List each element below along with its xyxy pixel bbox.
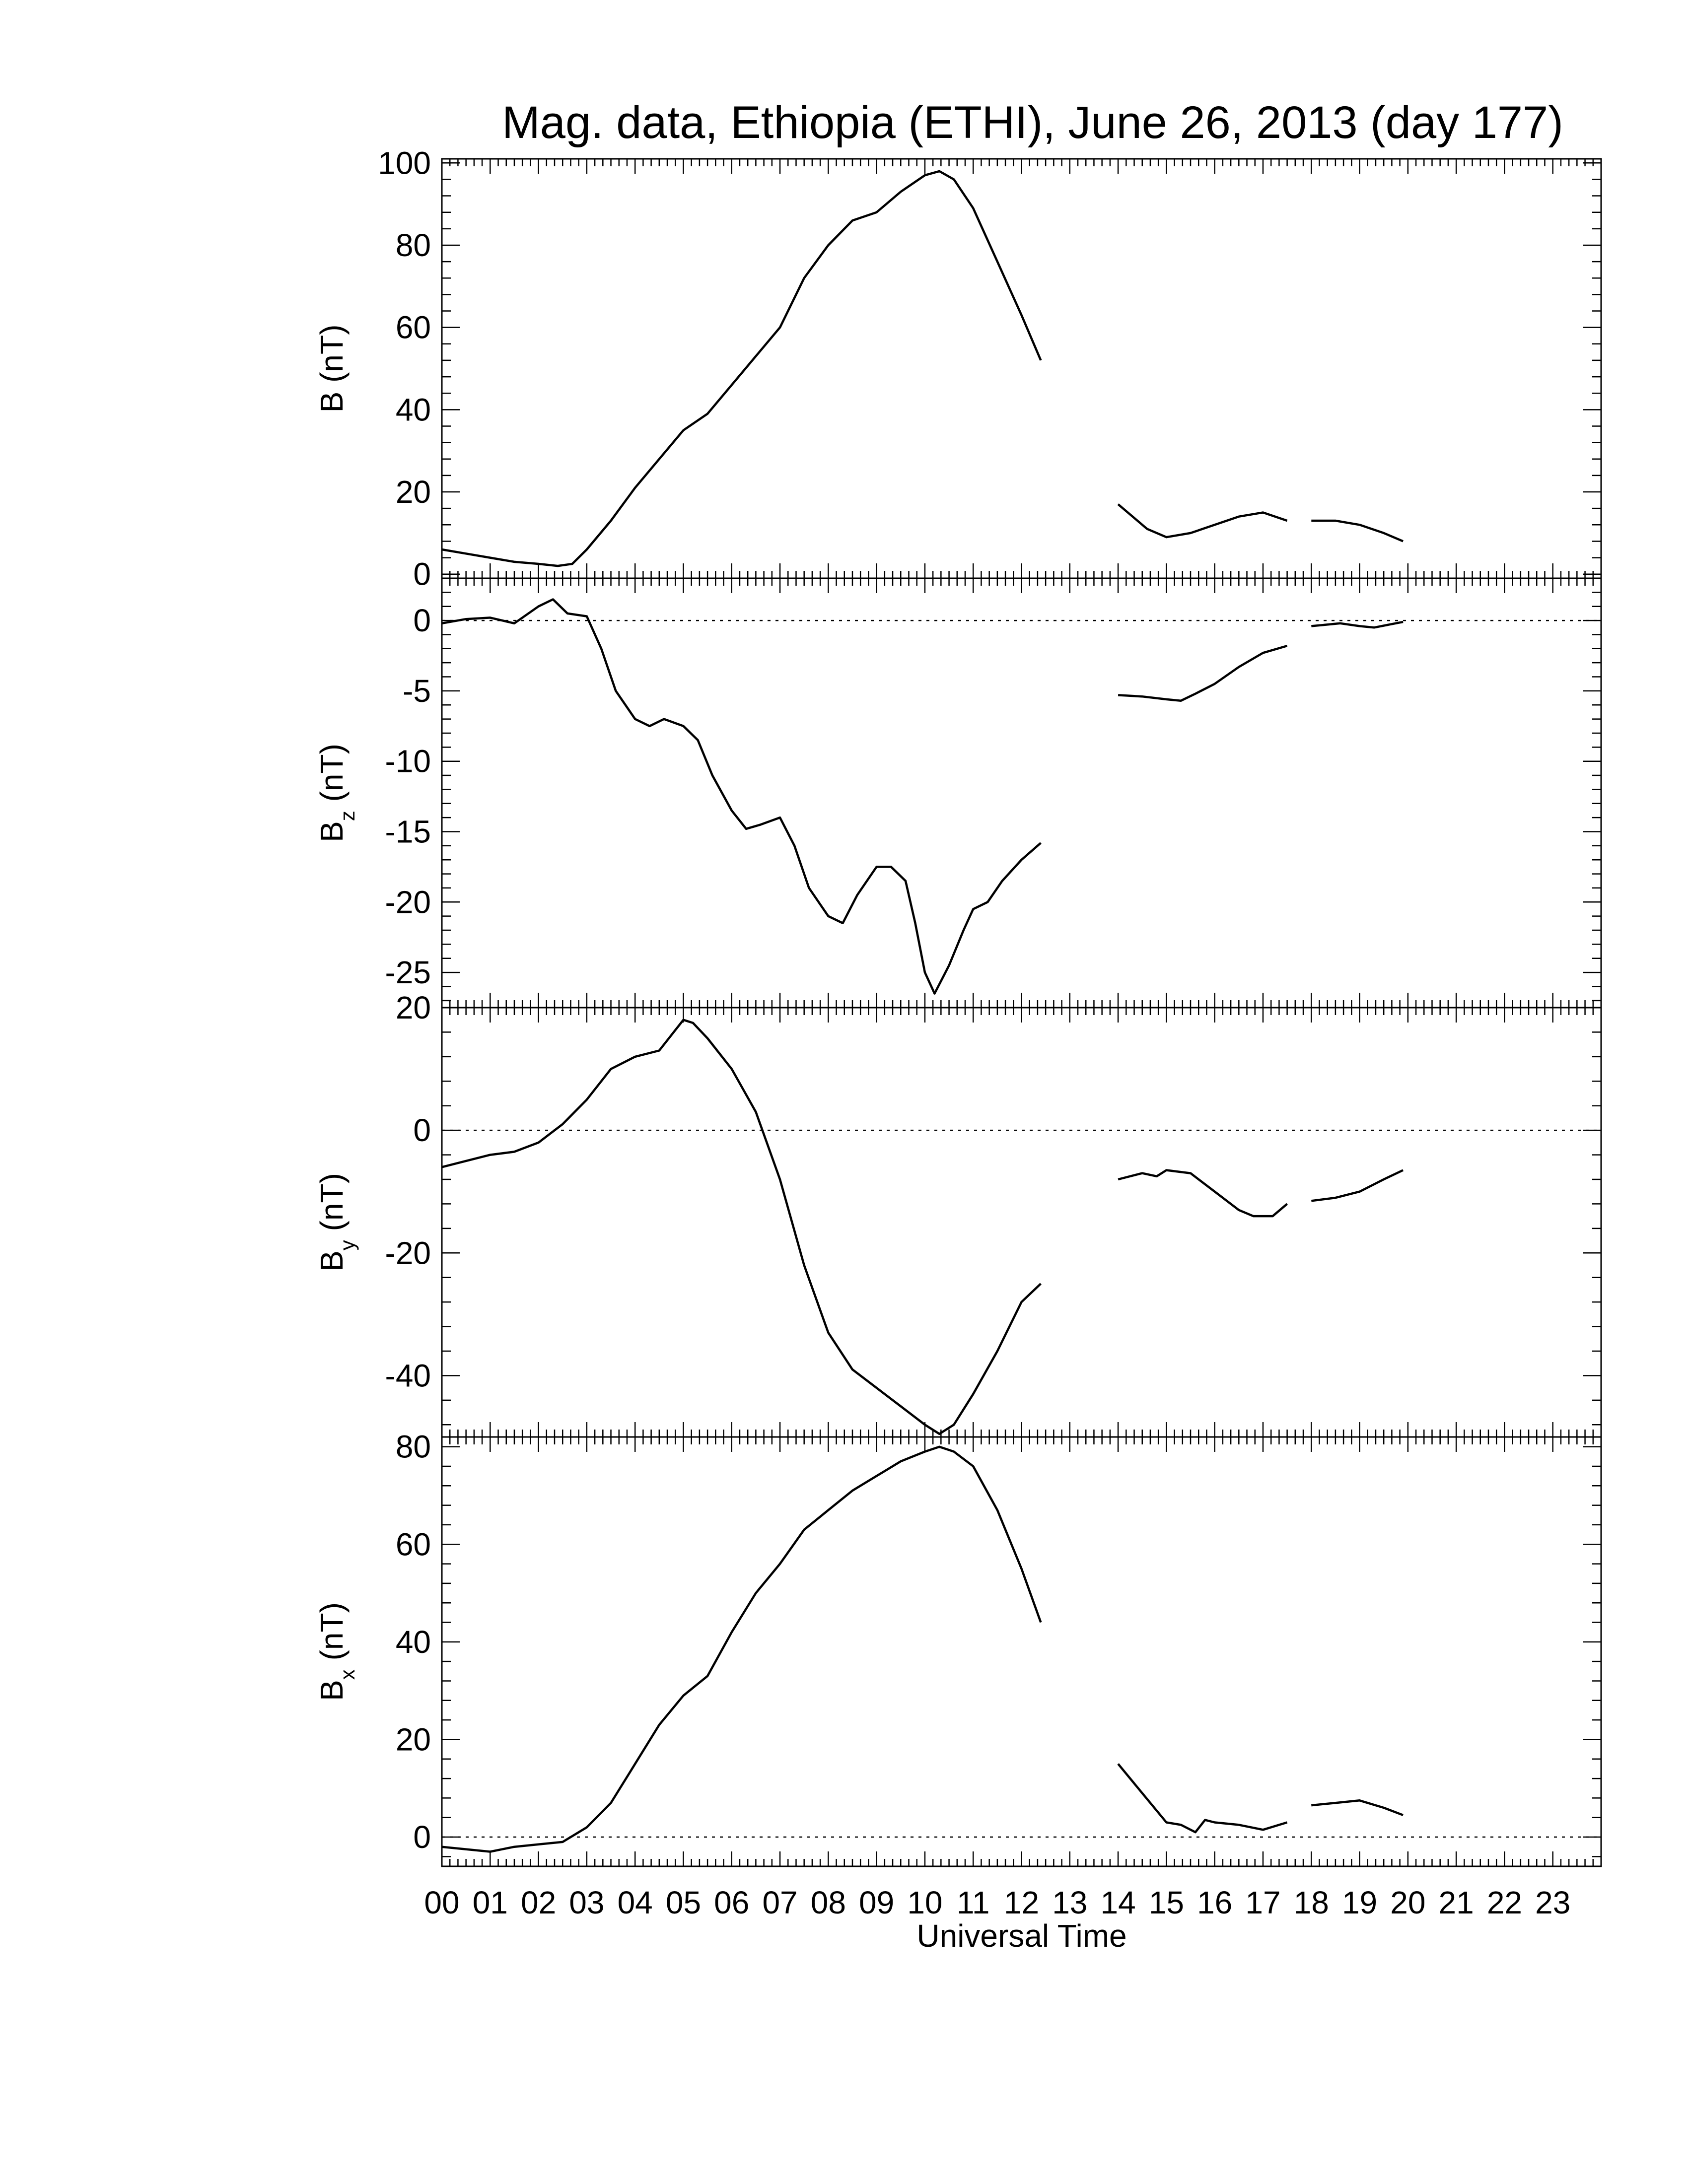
series-line-segment-2	[1118, 644, 1288, 702]
y-axis-label: B (nT)	[314, 325, 350, 413]
x-tick-label: 04	[618, 1885, 653, 1920]
panel-1: 0 20 40 60 80 100 B (nT)	[314, 145, 1602, 592]
x-tick-label: 14	[1100, 1885, 1135, 1920]
y-tick-label: 100	[378, 145, 431, 181]
y-axis-label-subscript: z	[336, 811, 359, 821]
y-axis-label-symbol: B	[314, 392, 350, 413]
series-line-segment-3	[1311, 620, 1404, 629]
x-tick-label: 01	[473, 1885, 508, 1920]
series-line-segment-3	[1311, 1799, 1404, 1816]
y-axis-label-symbol: B	[314, 1680, 350, 1701]
y-axis-label-symbol: B	[314, 821, 350, 842]
series-line-segment-2	[1118, 1169, 1288, 1218]
y-axis-label: By (nT)	[314, 1173, 359, 1272]
series-line-segment-3	[1311, 1169, 1404, 1202]
x-tick-label: 21	[1439, 1885, 1474, 1920]
series-line-segment-2	[1117, 503, 1288, 539]
series-line-segment-2	[1117, 1763, 1288, 1834]
y-tick-label: 40	[396, 392, 431, 427]
y-tick-label: -10	[385, 744, 431, 779]
y-axis-label: Bx (nT)	[314, 1602, 359, 1701]
plot-frame	[441, 1436, 1602, 1867]
y-tick-label: 20	[396, 990, 431, 1025]
series-line-segment-1	[441, 1445, 1042, 1853]
y-tick-label: -25	[385, 955, 431, 990]
x-tick-label: 12	[1004, 1885, 1039, 1920]
x-tick-label: 09	[859, 1885, 894, 1920]
x-tick-label: 19	[1342, 1885, 1377, 1920]
x-tick-label: 06	[714, 1885, 749, 1920]
x-tick-label: 16	[1197, 1885, 1232, 1920]
chart-title: Mag. data, Ethiopia (ETHI), June 26, 201…	[502, 97, 1563, 148]
plot-frame	[441, 1007, 1602, 1438]
x-tick-label: 10	[907, 1885, 942, 1920]
x-tick-label: 02	[521, 1885, 556, 1920]
series-line-segment-3	[1311, 519, 1404, 543]
x-tick-label: 07	[762, 1885, 797, 1920]
x-tick-label: 00	[424, 1885, 459, 1920]
y-tick-label: -20	[385, 884, 431, 920]
y-tick-label: 80	[396, 1429, 431, 1465]
x-axis-label: Universal Time	[916, 1918, 1126, 1954]
x-tick-label: 03	[569, 1885, 604, 1920]
series-line-segment-1	[441, 598, 1042, 995]
y-tick-label: 60	[396, 310, 431, 345]
y-axis-label-unit: (nT)	[314, 744, 350, 811]
y-tick-label: 0	[413, 1819, 431, 1855]
y-tick-label: 80	[396, 227, 431, 263]
y-axis-label-unit: (nT)	[314, 1173, 350, 1240]
y-tick-label: 0	[413, 1112, 431, 1148]
panel-2: 0 -5 -10 -15 -20 -25 Bz (nT)	[314, 577, 1602, 1009]
y-tick-label: -5	[403, 673, 431, 709]
panel-4: 0 20 40 60 80 Bx (nT)	[314, 1429, 1602, 1867]
series-line-segment-1	[441, 170, 1042, 567]
x-tick-label: 15	[1149, 1885, 1184, 1920]
x-tick-label: 11	[957, 1885, 989, 1920]
y-tick-label: -20	[385, 1235, 431, 1271]
y-axis-label-subscript: y	[336, 1240, 359, 1250]
plot-frame	[441, 577, 1602, 1009]
y-tick-label: -40	[385, 1358, 431, 1393]
y-tick-label: 60	[396, 1526, 431, 1562]
y-tick-label: 40	[396, 1624, 431, 1660]
y-tick-label: -15	[385, 814, 431, 849]
y-axis-label-unit: (nT)	[314, 1602, 350, 1669]
y-axis-label: Bz (nT)	[314, 744, 359, 842]
x-tick-label: 23	[1535, 1885, 1570, 1920]
panel-3: 20 0 -20 -40 By (nT)	[314, 990, 1602, 1438]
y-tick-label: 0	[413, 556, 431, 592]
x-tick-label: 05	[666, 1885, 701, 1920]
x-tick-label: 17	[1245, 1885, 1280, 1920]
y-tick-label: 0	[413, 603, 431, 638]
y-tick-label: 20	[396, 1721, 431, 1757]
x-tick-label: 13	[1052, 1885, 1087, 1920]
y-axis-label-subscript: x	[336, 1669, 359, 1680]
y-tick-label: 20	[396, 474, 431, 510]
y-axis-label-symbol: B	[314, 1250, 350, 1272]
x-tick-label: 20	[1390, 1885, 1425, 1920]
y-axis-label-unit: (nT)	[314, 325, 350, 392]
x-tick-label: 18	[1294, 1885, 1329, 1920]
x-tick-label: 22	[1487, 1885, 1522, 1920]
series-line-segment-1	[441, 1019, 1042, 1435]
x-tick-label: 08	[811, 1885, 846, 1920]
